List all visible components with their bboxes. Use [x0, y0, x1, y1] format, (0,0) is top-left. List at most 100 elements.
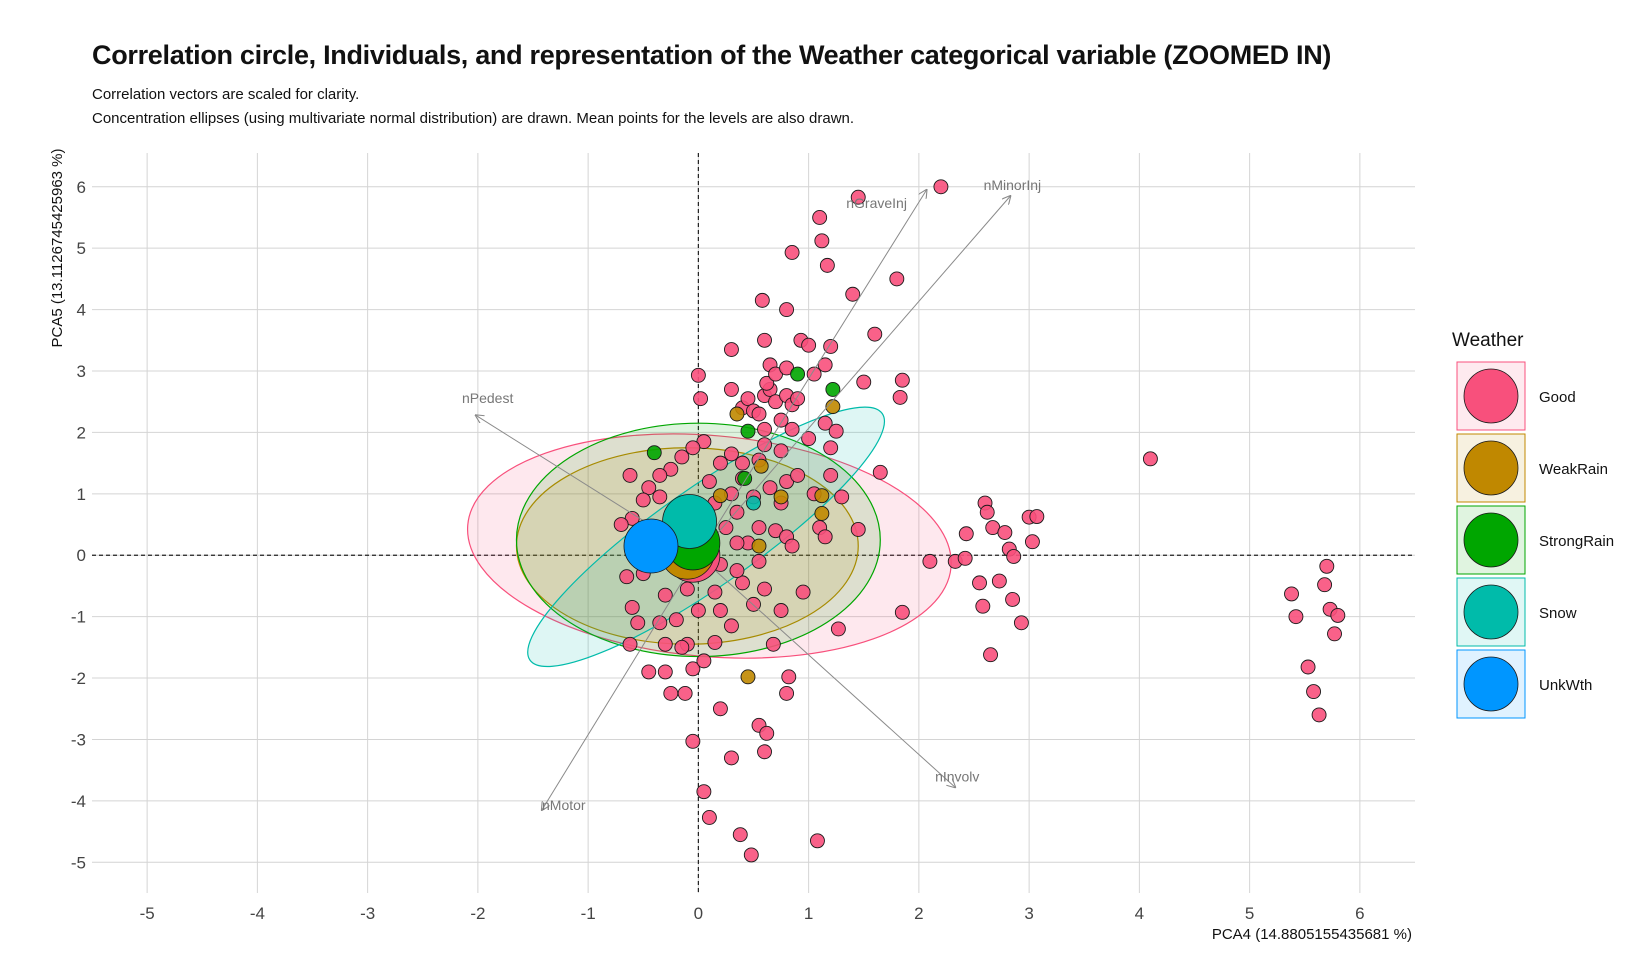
level-mean-points — [623, 494, 721, 583]
point-good — [735, 455, 750, 471]
point-good — [784, 421, 800, 437]
point-strongrain — [646, 445, 662, 461]
point-good — [812, 210, 828, 225]
point-good — [991, 573, 1007, 589]
point-good — [845, 286, 861, 302]
legend-title: Weather — [1452, 330, 1524, 351]
y-tick-label: -5 — [71, 853, 86, 872]
point-good — [685, 440, 701, 456]
point-good — [677, 685, 693, 701]
legend-label-weakrain: WeakRain — [1539, 461, 1608, 478]
point-good — [972, 575, 987, 591]
y-tick-label: 1 — [77, 485, 86, 504]
point-good — [850, 189, 866, 205]
point-good — [817, 357, 833, 373]
point-good — [850, 521, 866, 537]
point-good — [724, 446, 739, 462]
x-tick-label: -1 — [581, 904, 596, 923]
point-good — [712, 455, 728, 471]
point-good — [724, 618, 739, 634]
legend-label-snow: Snow — [1539, 605, 1577, 622]
y-tick-label: 6 — [77, 178, 86, 197]
point-good — [889, 271, 905, 287]
vector-ninvolv — [698, 554, 955, 787]
point-good — [652, 467, 668, 483]
vector-ngraveinj — [697, 190, 926, 556]
point-good — [759, 375, 775, 391]
point-good — [894, 604, 910, 620]
point-weakrain — [773, 489, 789, 505]
point-good — [724, 381, 739, 397]
point-good — [806, 366, 822, 382]
chart-subtitle-line-2: Concentration ellipses (using multivaria… — [92, 110, 855, 127]
point-good — [701, 474, 717, 489]
point-good — [834, 489, 850, 505]
point-good — [757, 581, 772, 597]
y-tick-label: 0 — [77, 546, 86, 565]
point-good — [679, 581, 695, 597]
point-good — [856, 374, 872, 390]
point-weakrain — [753, 458, 769, 474]
individual-points — [613, 179, 1346, 863]
point-good — [1306, 684, 1322, 700]
point-good — [751, 520, 767, 536]
point-good — [652, 489, 668, 505]
point-good — [779, 302, 795, 318]
x-tick-label: -2 — [470, 904, 485, 923]
point-good — [757, 744, 772, 760]
point-good — [817, 529, 833, 545]
y-axis-label: PCA5 (13.1126745425963 %) — [49, 148, 66, 347]
point-good — [1327, 626, 1342, 642]
x-tick-label: 5 — [1245, 904, 1254, 923]
point-good — [795, 584, 811, 600]
point-good — [718, 520, 734, 536]
legend-swatch-unkwth — [1463, 656, 1519, 712]
x-tick-label: -3 — [360, 904, 375, 923]
y-tick-label: -3 — [71, 730, 86, 749]
legend-label-strongrain: StrongRain — [1539, 533, 1614, 550]
point-good — [1284, 586, 1299, 602]
legend-label-unkwth: UnkWth — [1539, 677, 1592, 694]
point-strongrain — [825, 381, 841, 397]
y-tick-label: -1 — [71, 608, 86, 627]
y-tick-label: -2 — [71, 669, 86, 688]
point-good — [732, 827, 748, 843]
axes: PCA4 (14.8805155435681 %) PCA5 (13.11267… — [49, 148, 1412, 943]
point-good — [757, 421, 772, 437]
vector-label-ngraveinj: nGraveInj — [846, 195, 907, 211]
point-good — [657, 636, 673, 652]
point-good — [765, 636, 781, 652]
point-good — [814, 233, 830, 249]
x-tick-label: 0 — [694, 904, 703, 923]
correlation-vectors: nGraveInj nMinorInj nPedest nInvolv nMotor — [462, 177, 1041, 813]
mean-point-unkwth — [623, 518, 679, 574]
point-strongrain — [740, 423, 756, 439]
point-good — [668, 612, 684, 628]
point-good — [933, 179, 949, 195]
point-good — [1005, 592, 1021, 607]
point-good — [685, 733, 701, 749]
vector-label-nmotor: nMotor — [542, 797, 586, 813]
point-good — [641, 480, 657, 496]
point-good — [823, 440, 839, 456]
point-good — [958, 526, 974, 542]
point-good — [712, 701, 728, 717]
x-tick-label: -4 — [250, 904, 265, 923]
point-good — [819, 257, 835, 273]
x-axis-label: PCA4 (14.8805155435681 %) — [1212, 926, 1412, 943]
point-good — [701, 810, 717, 825]
point-good — [762, 480, 778, 496]
point-good — [922, 553, 938, 569]
point-good — [635, 492, 651, 508]
point-good — [740, 391, 756, 407]
point-weakrain — [740, 669, 756, 685]
x-tick-label: 6 — [1355, 904, 1364, 923]
point-good — [784, 538, 800, 554]
point-good — [751, 406, 767, 422]
point-good — [997, 525, 1013, 540]
point-good — [773, 443, 789, 459]
point-weakrain — [729, 406, 745, 422]
point-good — [674, 639, 690, 655]
y-tick-label: 5 — [77, 239, 86, 258]
point-good — [759, 725, 775, 741]
